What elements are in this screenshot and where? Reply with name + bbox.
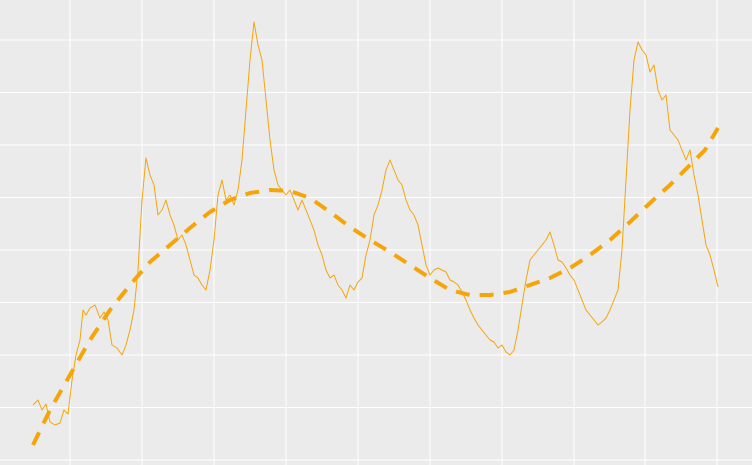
data-line (32, 21, 719, 426)
trend-line (31, 126, 720, 446)
